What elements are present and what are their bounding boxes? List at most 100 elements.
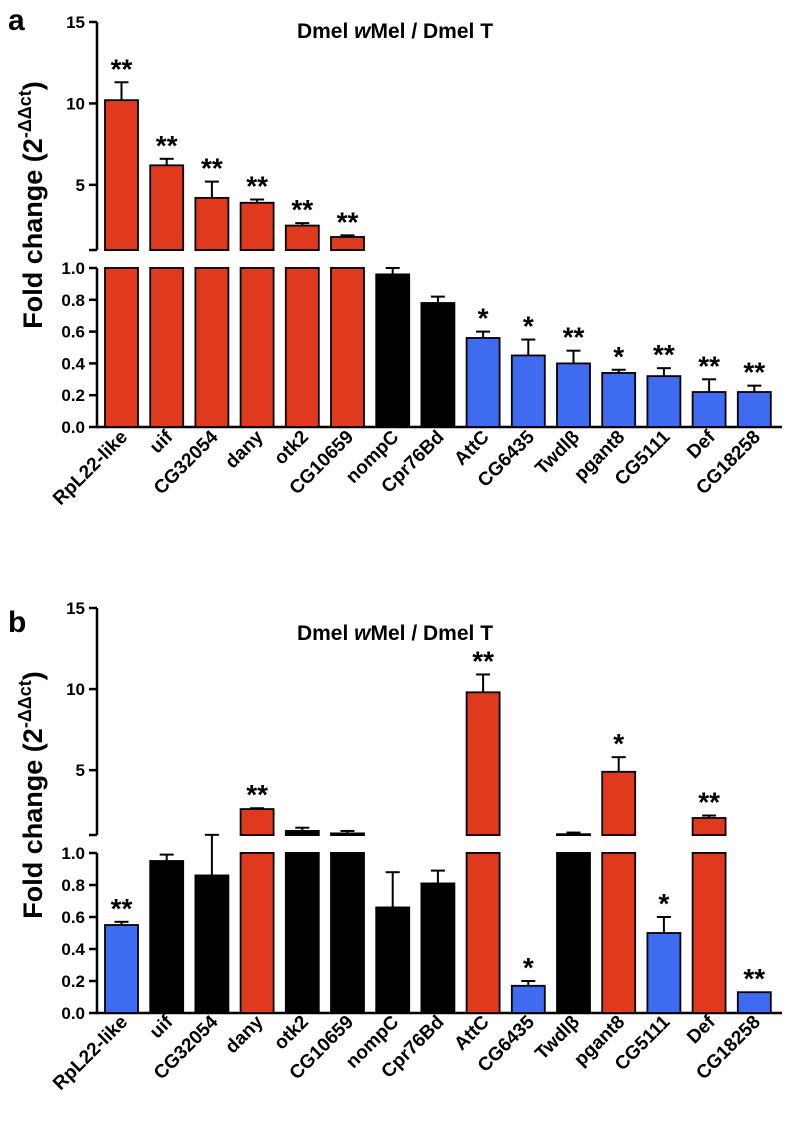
bar [149,860,185,1014]
y-tick-label: 1.0 [61,259,85,278]
y-axis-label-part: Fold change (2 [18,138,48,329]
y-tick-label: 0.8 [61,291,85,310]
significance-marker: ** [563,322,585,353]
y-tick-label: 0.0 [61,1004,85,1023]
bar [420,882,456,1014]
chart-panel-b: b Dmel wMel / Dmel T Fold change (2-ΔΔct) 0… [8,599,782,1094]
y-tick-label: 10 [66,680,85,699]
y-axis-label-part: -ΔΔct [15,680,35,728]
bar [601,372,637,428]
significance-marker: ** [156,130,178,161]
bar [420,302,456,428]
bar-break-gap [329,836,366,852]
y-tick-label: 5 [76,176,85,195]
bar [284,830,320,1014]
significance-marker: * [613,728,624,759]
significance-marker: * [613,341,624,372]
significance-marker: ** [743,963,765,994]
bar-break-gap [600,836,638,852]
bar [375,273,411,428]
y-axis-label-part: ) [18,81,48,90]
bar [646,375,682,428]
bar-break-gap [238,836,276,852]
bar [194,874,230,1014]
chart-title-part: w [354,20,372,43]
y-tick-label: 1.0 [61,844,85,863]
significance-marker: * [478,303,489,334]
chart-title: Dmel wMel / Dmel T [297,20,493,43]
x-category-label: RpL22-like [49,427,132,510]
bar-break-gap [690,836,728,852]
bar [556,833,591,1014]
y-axis-label: Fold change (2-ΔΔct) [15,671,48,918]
bar [330,832,365,1014]
bar-break-gap [329,251,366,267]
chart-title-part: Dmel [297,20,354,43]
y-tick-label: 5 [76,761,85,780]
y-tick-label: 0.2 [61,972,85,991]
y-tick-label: 0.4 [61,354,85,373]
bar [375,906,411,1014]
bar [691,391,727,428]
x-category-label: Def [683,426,720,463]
significance-marker: * [523,311,534,342]
significance-marker: ** [246,171,268,202]
significance-marker: ** [111,893,133,924]
bar [510,984,546,1014]
chart-title-part: Mel / Dmel T [371,622,494,645]
x-category-label: RpL22-like [49,1012,132,1095]
y-axis-label-part: ) [18,671,48,680]
x-category-label: dany [221,1011,268,1058]
bar [601,770,637,1014]
significance-marker: ** [291,194,313,225]
bar-break-gap [283,836,321,852]
y-tick-label: 0.6 [61,323,85,342]
significance-marker: ** [698,787,720,818]
y-tick-label: 0.6 [61,908,85,927]
bar-break-gap [193,251,231,267]
chart-panel-a: a Dmel wMel / Dmel T Fold change (2-ΔΔct) 0… [8,4,782,509]
panel-label: b [8,606,26,639]
significance-marker: ** [472,645,494,676]
y-tick-label: 15 [66,13,85,32]
bar [149,164,185,428]
y-axis-label-part: -ΔΔct [15,90,35,138]
y-tick-label: 15 [66,599,85,618]
x-category-label: dany [221,426,268,473]
bar [736,391,772,428]
bar [104,924,139,1014]
panel-label: a [8,4,25,37]
bar-break-gap [103,251,140,267]
significance-marker: ** [653,339,675,370]
significance-marker: ** [698,350,720,381]
significance-marker: ** [743,357,765,388]
x-category-label: uif [146,426,178,458]
bar-break-gap [464,836,502,852]
y-tick-label: 0.0 [61,418,85,437]
bar-break-gap [283,251,321,267]
significance-marker: ** [246,779,268,810]
bar [556,362,591,428]
y-axis-label: Fold change (2-ΔΔct) [15,81,48,328]
bar [465,337,501,428]
x-category-label: Def [683,1011,720,1048]
bar [239,201,275,428]
chart-title-part: w [354,622,372,645]
y-axis-label-part: Fold change (2 [18,728,48,919]
chart-title: Dmel wMel / Dmel T [297,622,493,645]
bar [194,196,230,428]
y-tick-label: 0.2 [61,386,85,405]
significance-marker: ** [111,53,133,84]
significance-marker: * [523,952,534,983]
chart-title-part: Mel / Dmel T [371,20,494,43]
bar-break-gap [148,251,186,267]
bar-break-gap [555,836,592,852]
significance-marker: ** [337,206,359,237]
bar [510,354,546,428]
bar-break-gap [238,251,276,267]
chart-title-part: Dmel [297,622,354,645]
x-category-label: uif [146,1011,178,1043]
y-tick-label: 10 [66,94,85,113]
